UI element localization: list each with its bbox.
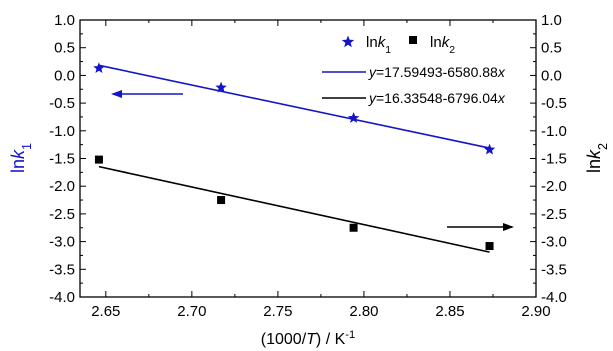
y-right-tick-label: -3.0 [541, 234, 567, 251]
y-left-tick-label: 0.5 [54, 40, 75, 57]
axis-arrows [111, 90, 514, 231]
legend-fit-equation-1: y=17.59493-6580.88x [368, 64, 506, 80]
y-left-tick-label: -1.0 [49, 123, 75, 140]
x-axis: 2.65 2.70 2.75 2.80 2.85 2.90 [91, 20, 551, 320]
y-axis-right: 1.0 0.5 0.0 -0.5 -1.0 -1.5 -2.0 -2.5 -3.0 -3.5 -4.… [530, 12, 567, 306]
data-point-series-1 [215, 81, 227, 93]
y-right-tick-label: -2.5 [541, 206, 567, 223]
y-right-tick-label: 0.0 [541, 67, 562, 84]
y-axis-left: 1.0 0.5 0.0 -0.5 -1.0 -1.5 -2.0 -2.5 -3.0 -3.5 -4.… [49, 12, 86, 306]
y-right-tick-label: 1.0 [541, 12, 562, 29]
data-point-series-2 [485, 242, 494, 251]
y-left-tick-label: 0.0 [54, 67, 75, 84]
data-point-series-2 [349, 223, 358, 232]
data-point-series-1 [347, 112, 360, 123]
fit-line-2 [98, 165, 490, 253]
fit-lines [98, 64, 490, 253]
y-left-tick-label: -3.5 [49, 261, 75, 278]
data-point-series-1 [93, 62, 105, 74]
plot-frame [79, 19, 537, 298]
y-right-tick-label: -1.0 [541, 123, 567, 140]
y-left-tick-label: -1.5 [49, 151, 75, 168]
y-right-tick-label: -0.5 [541, 95, 567, 112]
x-tick-label: 2.80 [349, 303, 378, 320]
y-left-tick-label: -2.0 [49, 178, 75, 195]
x-tick-label: 2.85 [435, 303, 464, 320]
x-tick-label: 2.90 [521, 303, 550, 320]
y-axis-left-label: lnk1 [8, 143, 34, 173]
legend-series-2-name: lnk2 [430, 34, 455, 56]
legend-fit-equation-2: y=16.33548-6796.04x [368, 90, 506, 106]
y-left-tick-label: -2.5 [49, 206, 75, 223]
y-right-tick-label: -3.5 [541, 261, 567, 278]
x-tick-label: 2.65 [91, 303, 120, 320]
y-left-tick-label: -3.0 [49, 234, 75, 251]
data-points [93, 62, 496, 251]
y-left-tick-label: 1.0 [54, 12, 75, 29]
y-right-tick-label: -2.0 [541, 178, 567, 195]
x-axis-label: (1000/T) / K-1 [261, 329, 355, 348]
legend-series-1-name: lnk1 [366, 34, 391, 56]
data-point-series-2 [94, 155, 103, 164]
left-axis-arrow-head [111, 90, 122, 98]
legend-star-marker [341, 35, 355, 48]
y-right-tick-label: 0.5 [541, 40, 562, 57]
x-tick-label: 2.75 [263, 303, 292, 320]
data-point-series-2 [217, 196, 226, 205]
y-right-tick-label: -4.0 [541, 289, 567, 306]
y-left-tick-label: -0.5 [49, 95, 75, 112]
x-tick-label: 2.70 [177, 303, 206, 320]
legend-square-marker [409, 36, 417, 44]
y-left-tick-label: -4.0 [49, 289, 75, 306]
y-axis-right-label: lnk2 [584, 143, 610, 173]
y-right-tick-label: -1.5 [541, 151, 567, 168]
data-point-series-1 [483, 143, 496, 155]
fit-line-1 [98, 64, 490, 149]
legend: lnk1 lnk2 y=17.59493-6580.88x y=16.33548… [322, 34, 506, 106]
right-axis-arrow-head [503, 223, 514, 231]
